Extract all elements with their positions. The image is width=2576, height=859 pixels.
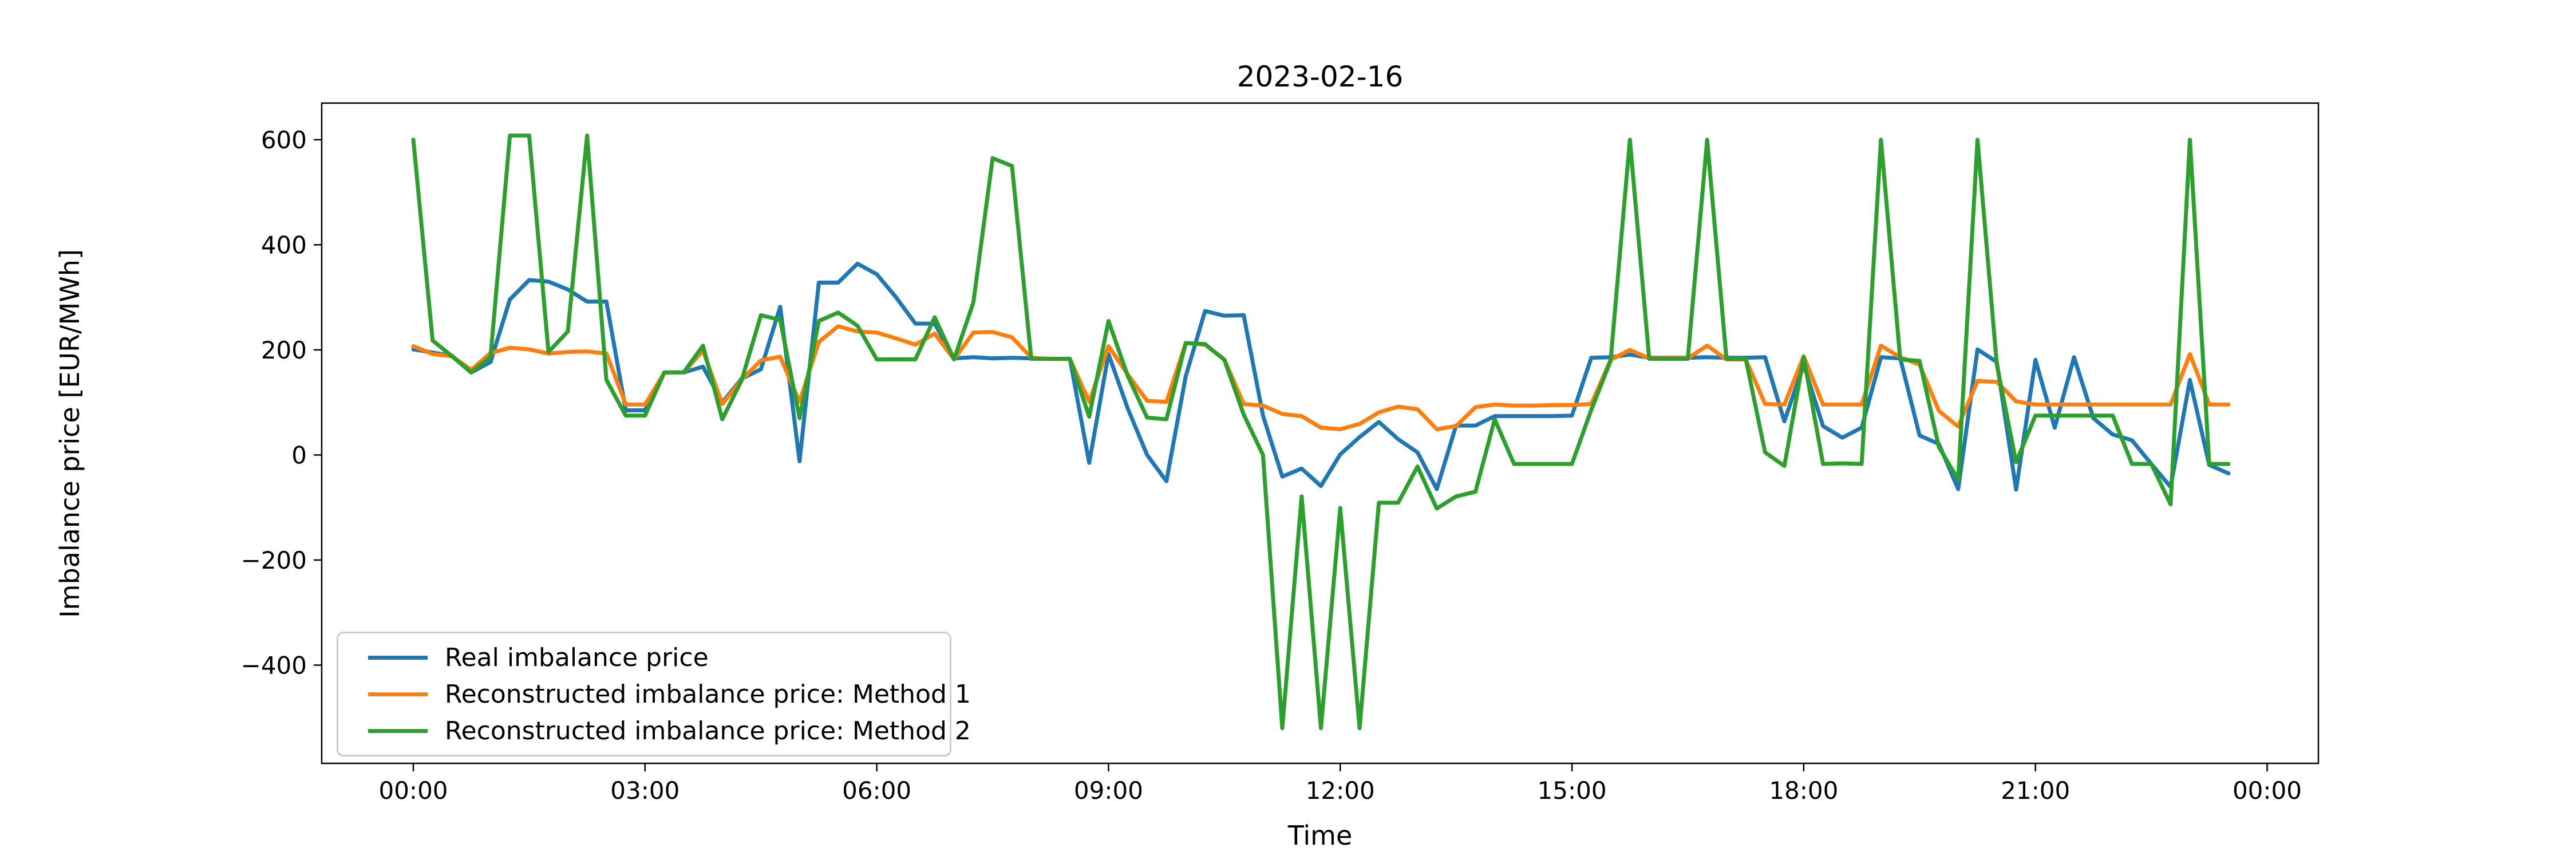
y-tick-label: −400	[241, 651, 307, 679]
y-tick-label: −200	[241, 546, 307, 574]
x-axis-label: Time	[1287, 820, 1353, 851]
legend-item-real: Real imbalance price	[338, 640, 950, 675]
legend-line-sample-orange	[368, 692, 428, 696]
x-tick-label: 18:00	[1769, 777, 1838, 805]
y-tick-label: 400	[261, 231, 307, 259]
legend-item-method2: Reconstructed imbalance price: Method 2	[338, 714, 971, 748]
plot-line-series-2	[411, 133, 2231, 730]
legend: Real imbalance price Reconstructed imbal…	[337, 632, 971, 756]
plot-line-series-1	[411, 324, 2231, 431]
y-tick-label: 600	[261, 126, 307, 154]
chart-title: 2023-02-16	[1236, 60, 1404, 93]
legend-line-sample-blue	[368, 655, 428, 660]
x-tick-label: 21:00	[2001, 777, 2070, 805]
x-tick-label: 00:00	[378, 777, 448, 805]
y-tick-label: 0	[291, 441, 307, 469]
legend-label: Reconstructed imbalance price: Method 1	[445, 679, 971, 709]
x-tick-label: 06:00	[842, 777, 911, 805]
y-tick-label: 200	[261, 336, 307, 364]
legend-line-sample-green	[368, 728, 428, 733]
legend-label: Real imbalance price	[445, 643, 709, 672]
x-tick-label: 12:00	[1306, 777, 1375, 805]
plot-line-series-0	[411, 262, 2231, 492]
legend-label: Reconstructed imbalance price: Method 2	[445, 716, 971, 746]
axes-frame	[321, 102, 2320, 765]
x-tick-label: 15:00	[1538, 777, 1607, 805]
x-tick-label: 00:00	[2233, 777, 2302, 805]
y-axis-label: Imbalance price [EUR/MWh]	[54, 249, 85, 618]
x-tick-label: 03:00	[610, 777, 679, 805]
legend-item-method1: Reconstructed imbalance price: Method 1	[338, 677, 971, 711]
x-tick-label: 09:00	[1074, 777, 1143, 805]
